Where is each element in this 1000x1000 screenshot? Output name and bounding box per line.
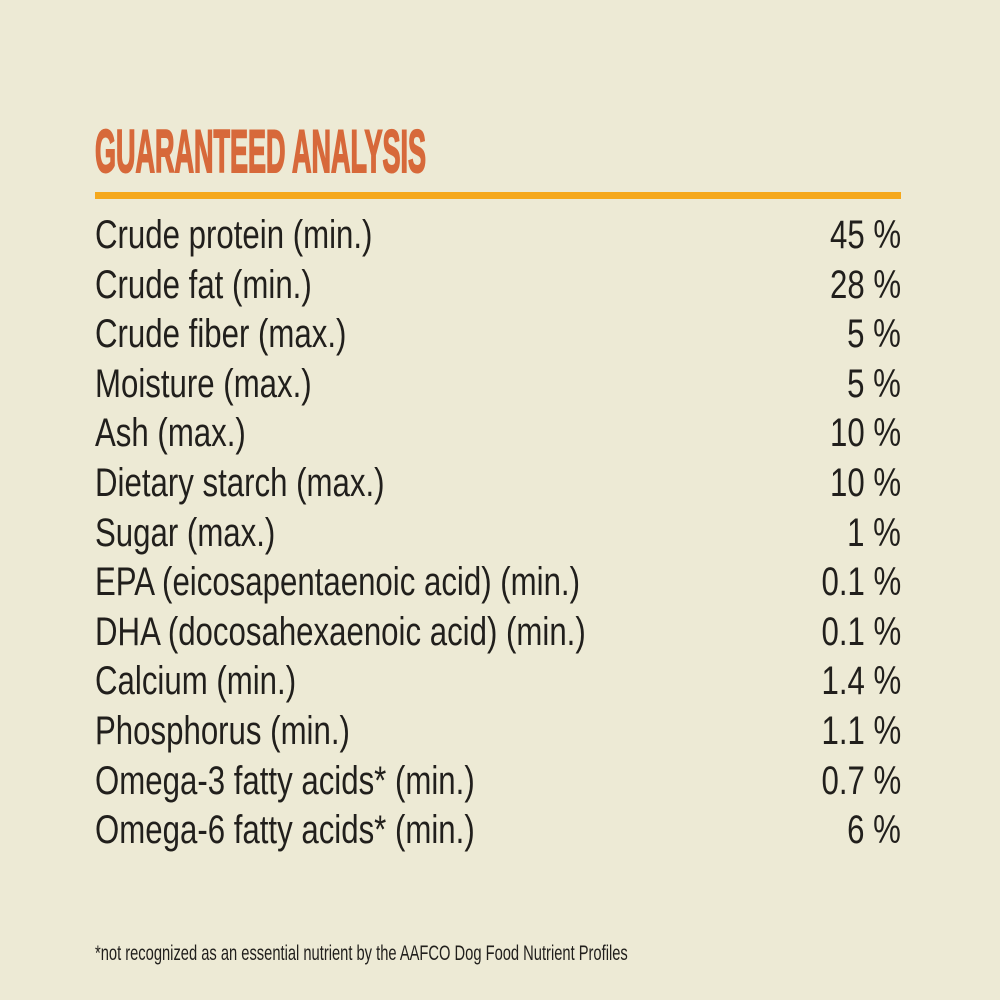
nutrient-value: 1.1 % bbox=[821, 708, 901, 753]
nutrient-value: 0.7 % bbox=[821, 758, 901, 803]
nutrient-name: Omega-6 fatty acids* (min.) bbox=[95, 808, 475, 853]
nutrient-value: 10 % bbox=[829, 460, 901, 505]
table-row: Crude fiber (max.) 5 % bbox=[95, 310, 901, 360]
nutrient-value: 10 % bbox=[829, 411, 901, 456]
nutrient-name: Sugar (max.) bbox=[95, 510, 276, 555]
table-row: Sugar (max.) 1 % bbox=[95, 509, 901, 559]
table-row: EPA (eicosapentaenoic acid) (min.) 0.1 % bbox=[95, 558, 901, 608]
table-row: Ash (max.) 10 % bbox=[95, 409, 901, 459]
title-underline-rule bbox=[95, 192, 901, 199]
nutrient-value: 5 % bbox=[847, 312, 901, 357]
section-title: GUARANTEED ANALYSIS bbox=[95, 118, 427, 185]
table-row: Crude fat (min.) 28 % bbox=[95, 261, 901, 311]
nutrient-value: 6 % bbox=[847, 808, 901, 853]
analysis-table: Crude protein (min.) 45 % Crude fat (min… bbox=[95, 211, 901, 856]
table-row: DHA (docosahexaenoic acid) (min.) 0.1 % bbox=[95, 608, 901, 658]
nutrient-name: EPA (eicosapentaenoic acid) (min.) bbox=[95, 560, 580, 605]
table-row: Calcium (min.) 1.4 % bbox=[95, 657, 901, 707]
nutrient-name: Moisture (max.) bbox=[95, 361, 312, 406]
table-row: Dietary starch (max.) 10 % bbox=[95, 459, 901, 509]
table-row: Omega-6 fatty acids* (min.) 6 % bbox=[95, 806, 901, 856]
footnote-text: *not recognized as an essential nutrient… bbox=[95, 941, 856, 967]
nutrient-value: 5 % bbox=[847, 361, 901, 406]
nutrient-name: Crude fat (min.) bbox=[95, 262, 312, 307]
nutrient-name: Dietary starch (max.) bbox=[95, 460, 385, 505]
nutrient-value: 45 % bbox=[829, 213, 901, 257]
nutrient-value: 0.1 % bbox=[821, 609, 901, 654]
nutrient-value: 1 % bbox=[847, 510, 901, 555]
nutrient-name: Crude protein (min.) bbox=[95, 213, 373, 257]
footnote-text-inner: *not recognized as an essential nutrient… bbox=[95, 942, 628, 965]
nutrient-name: Omega-3 fatty acids* (min.) bbox=[95, 758, 475, 803]
nutrient-name: Crude fiber (max.) bbox=[95, 312, 347, 357]
nutrient-value: 28 % bbox=[829, 262, 901, 307]
table-row: Crude protein (min.) 45 % bbox=[95, 211, 901, 261]
nutrient-name: Calcium (min.) bbox=[95, 659, 297, 704]
table-row: Moisture (max.) 5 % bbox=[95, 360, 901, 410]
table-row: Omega-3 fatty acids* (min.) 0.7 % bbox=[95, 757, 901, 807]
table-row: Phosphorus (min.) 1.1 % bbox=[95, 707, 901, 757]
nutrient-value: 1.4 % bbox=[821, 659, 901, 704]
nutrient-name: DHA (docosahexaenoic acid) (min.) bbox=[95, 609, 586, 654]
nutrient-value: 0.1 % bbox=[821, 560, 901, 605]
nutrient-name: Phosphorus (min.) bbox=[95, 708, 350, 753]
nutrient-name: Ash (max.) bbox=[95, 411, 246, 456]
